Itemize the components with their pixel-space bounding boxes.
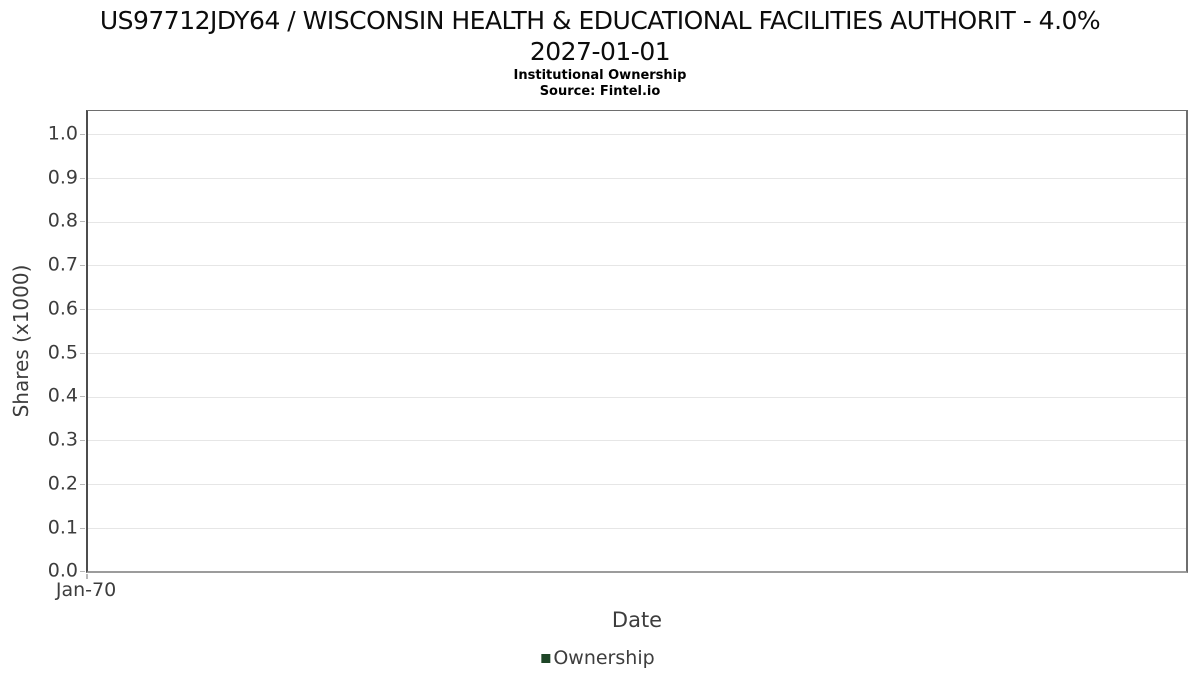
y-tick-label: 0.3 <box>47 428 78 451</box>
x-axis-tick-mark <box>86 574 88 579</box>
y-tick-label: 0.9 <box>47 166 78 189</box>
chart-title-line-1: US97712JDY64 / WISCONSIN HEALTH & EDUCAT… <box>99 6 1101 35</box>
y-tick-label: 0.1 <box>47 516 78 539</box>
y-tick-label: 0.6 <box>47 297 78 320</box>
y-tick-label: 1.0 <box>47 122 78 145</box>
gridline-0.7 <box>88 265 1186 266</box>
x-axis-title: Date <box>611 608 663 632</box>
gridline-1.0 <box>88 134 1186 135</box>
gridline-0.2 <box>88 484 1186 485</box>
legend: Ownership <box>541 647 655 669</box>
gridline-0.3 <box>88 440 1186 441</box>
plot-area <box>86 110 1188 573</box>
y-tick-label: 0.0 <box>47 559 78 582</box>
y-tick-label: 0.4 <box>47 384 78 407</box>
y-axis-tick-labels: 1.0 0.9 0.8 0.7 0.6 0.5 0.4 0.3 0.2 0.1 … <box>0 110 78 582</box>
gridline-0.4 <box>88 397 1186 398</box>
y-tick-label: 0.2 <box>47 472 78 495</box>
gridline-0.1 <box>88 528 1186 529</box>
gridline-0.8 <box>88 222 1186 223</box>
chart-title-line-2: 2027-01-01 <box>529 37 671 66</box>
y-tick-label: 0.5 <box>47 341 78 364</box>
gridline-0.6 <box>88 309 1186 310</box>
y-tick-label: 0.8 <box>47 209 78 232</box>
x-tick-label: Jan-70 <box>55 579 117 601</box>
y-axis-title: Shares (x1000) <box>9 264 33 418</box>
legend-swatch-icon <box>541 653 551 663</box>
gridline-0.5 <box>88 353 1186 354</box>
y-tick-label: 0.7 <box>47 253 78 276</box>
legend-label: Ownership <box>553 647 655 669</box>
chart-source: Source: Fintel.io <box>539 84 661 99</box>
gridline-0.9 <box>88 178 1186 179</box>
chart-subtitle: Institutional Ownership <box>513 68 687 83</box>
y-axis-tick-marks <box>80 110 85 573</box>
